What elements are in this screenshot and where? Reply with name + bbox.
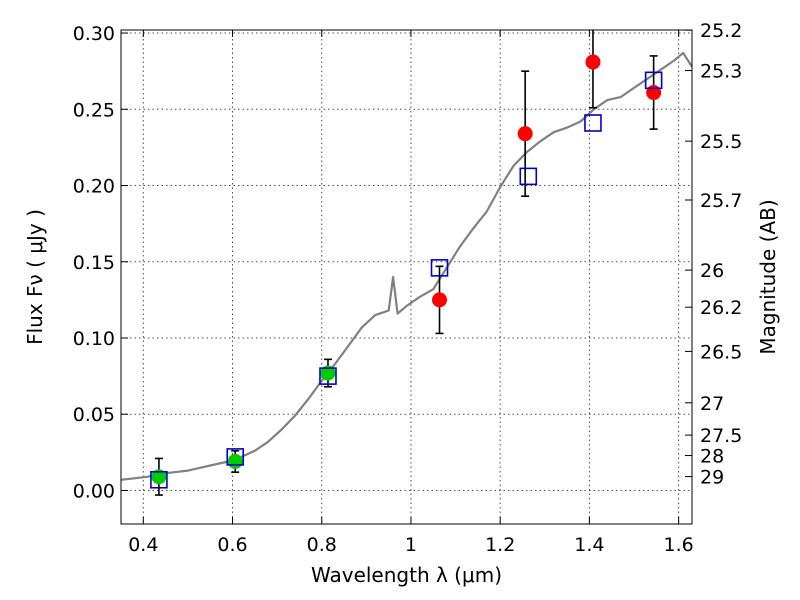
right-tick-label: 25.3 — [700, 61, 742, 83]
right-tick-label: 25.7 — [700, 190, 742, 212]
right-y-axis-label: Magnitude (AB) — [756, 199, 780, 354]
data-point — [320, 365, 336, 381]
x-tick-label: 0.6 — [217, 534, 247, 556]
y-tick-label: 0.20 — [73, 176, 115, 198]
right-tick-label: 28 — [700, 446, 724, 468]
x-axis-label: Wavelength λ (μm) — [311, 563, 502, 587]
model-point — [519, 167, 538, 186]
x-tick-label: 0.8 — [307, 534, 337, 556]
model-point — [319, 367, 337, 385]
x-tick-label: 1.2 — [485, 534, 515, 556]
x-tick-label: 1.4 — [574, 534, 604, 556]
x-tick-label: 1.6 — [664, 534, 694, 556]
y-axis-label: Flux Fν ( μJy ) — [23, 209, 47, 345]
data-series — [121, 30, 692, 496]
right-tick-label: 26.2 — [700, 297, 742, 319]
right-tick-label: 27 — [700, 393, 724, 415]
model-point — [150, 470, 168, 489]
data-point — [151, 469, 167, 485]
plot-area — [121, 30, 692, 496]
data-point — [432, 292, 448, 308]
y-tick-label: 0.30 — [73, 23, 115, 45]
axes: 0.4 0.6 0.8 1 1.2 1.4 1.6 0.00 0.05 0.10 0.15 0.20 0… — [73, 20, 743, 556]
y-tick-label: 0.10 — [73, 328, 115, 350]
plot-frame — [120, 29, 693, 525]
data-point — [517, 126, 533, 142]
right-tick-label: 25.5 — [700, 131, 742, 153]
grid — [121, 30, 692, 524]
right-tick-label: 25.2 — [700, 20, 742, 42]
model-point — [430, 259, 449, 277]
data-point — [646, 85, 662, 101]
right-tick-label: 29 — [700, 467, 724, 489]
y-tick-label: 0.00 — [73, 480, 115, 502]
right-tick-label: 27.5 — [700, 425, 742, 447]
right-tick-label: 26 — [700, 260, 724, 282]
data-point — [585, 54, 601, 70]
x-tick-label: 0.4 — [128, 534, 158, 556]
y-tick-label: 0.25 — [73, 99, 115, 121]
right-tick-label: 26.5 — [700, 341, 742, 363]
y-tick-label: 0.05 — [73, 404, 115, 426]
model-point — [644, 71, 663, 90]
spectrum-line — [121, 51, 692, 481]
x-tick-label: 1 — [405, 534, 417, 556]
model-point — [226, 448, 244, 466]
data-point — [227, 453, 243, 469]
y-tick-label: 0.15 — [73, 252, 115, 274]
model-point — [584, 114, 602, 132]
